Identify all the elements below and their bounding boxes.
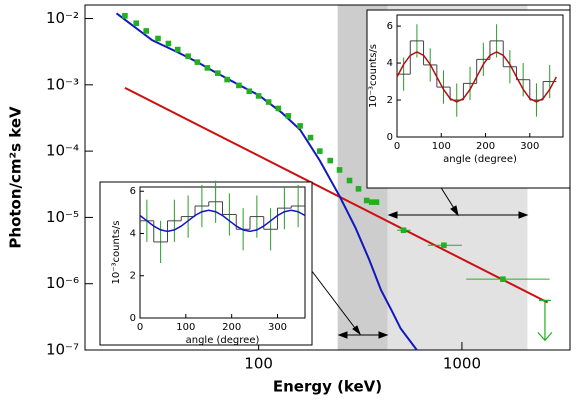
- data-point: [307, 134, 314, 141]
- data-point: [236, 82, 242, 89]
- data-point: [363, 197, 370, 204]
- data-point: [368, 199, 375, 205]
- arrow-head: [337, 331, 348, 339]
- series-layer: [115, 12, 553, 350]
- y-axis-title: 10⁻³counts/s: [368, 44, 379, 108]
- data-point: [224, 76, 230, 83]
- x-axis-title: Energy (keV): [273, 378, 382, 396]
- y-tick-label: 4: [130, 228, 136, 239]
- data-point: [336, 167, 343, 173]
- data-point: [285, 113, 292, 119]
- data-point: [265, 99, 272, 105]
- data-point: [400, 227, 407, 234]
- range-arrows: [304, 185, 529, 339]
- data-point: [246, 88, 253, 95]
- data-point: [275, 105, 282, 112]
- data-point: [215, 70, 221, 76]
- x-tick-label: 200: [476, 141, 495, 152]
- x-tick-label: 100: [244, 355, 273, 373]
- x-axis-title: angle (degree): [186, 335, 260, 346]
- y-tick-label: 10⁻³: [46, 75, 79, 93]
- arrow-head: [450, 205, 459, 217]
- y-tick-label: 10⁻⁵: [46, 208, 79, 226]
- model-curve: [139, 209, 306, 233]
- arrow-head: [387, 211, 398, 219]
- data-point: [155, 35, 161, 42]
- data-point: [174, 46, 181, 53]
- pointer-line: [304, 261, 359, 333]
- arrow-head: [352, 325, 362, 336]
- y-tick-label: 6: [130, 186, 136, 197]
- data-point: [441, 242, 447, 249]
- x-tick-label: 100: [432, 141, 451, 152]
- x-tick-label: 100: [176, 322, 195, 333]
- y-tick-label: 0: [130, 313, 136, 324]
- y-tick-label: 2: [387, 95, 393, 106]
- data-point: [327, 157, 334, 164]
- x-tick-label: 300: [268, 322, 287, 333]
- data-point: [317, 148, 323, 154]
- upper-limit: [537, 299, 553, 342]
- data-point: [194, 59, 201, 65]
- data-point: [255, 93, 262, 99]
- y-axis-title: Photon/cm²s keV: [7, 106, 25, 249]
- y-tick-label: 6: [387, 21, 393, 32]
- x-tick-label: 0: [137, 322, 143, 333]
- x-tick-label: 1000: [443, 355, 481, 373]
- data-point: [204, 65, 211, 71]
- x-tick-label: 200: [222, 322, 241, 333]
- data-point: [165, 40, 172, 47]
- inset-panel: 0 100 200 300 0 2 4 6 angle (degree) 10⁻³counts/s: [366, 9, 571, 189]
- x-axis-title: angle (degree): [443, 154, 517, 165]
- y-tick-label: 0: [387, 132, 393, 143]
- y-tick-label: 10⁻²: [46, 9, 79, 27]
- data-point: [373, 199, 380, 205]
- y-tick-label: 2: [130, 271, 136, 282]
- inset-panel: 0 100 200 300 0 2 4 6 angle (degree) 10⁻³counts/s: [99, 180, 313, 346]
- plot-frame: [139, 186, 306, 319]
- data-point: [500, 276, 506, 282]
- y-tick-label: 10⁻⁴: [46, 142, 79, 160]
- data-point: [143, 28, 150, 34]
- arrow-head: [378, 331, 389, 339]
- x-tick-label: 300: [520, 141, 539, 152]
- y-axis-title: 10⁻³counts/s: [111, 220, 122, 284]
- model-curve: [396, 51, 558, 103]
- data-point: [185, 53, 191, 60]
- data-point: [355, 186, 362, 192]
- data-point: [297, 123, 303, 129]
- data-point: [346, 177, 353, 184]
- model-line: [124, 86, 549, 304]
- arrow-head: [518, 211, 529, 219]
- data-point: [122, 12, 128, 19]
- data-point: [133, 20, 139, 27]
- y-tick-label: 10⁻⁷: [46, 341, 79, 359]
- y-tick-label: 4: [387, 58, 393, 69]
- x-tick-label: 0: [394, 141, 400, 152]
- y-tick-label: 10⁻⁶: [46, 274, 79, 292]
